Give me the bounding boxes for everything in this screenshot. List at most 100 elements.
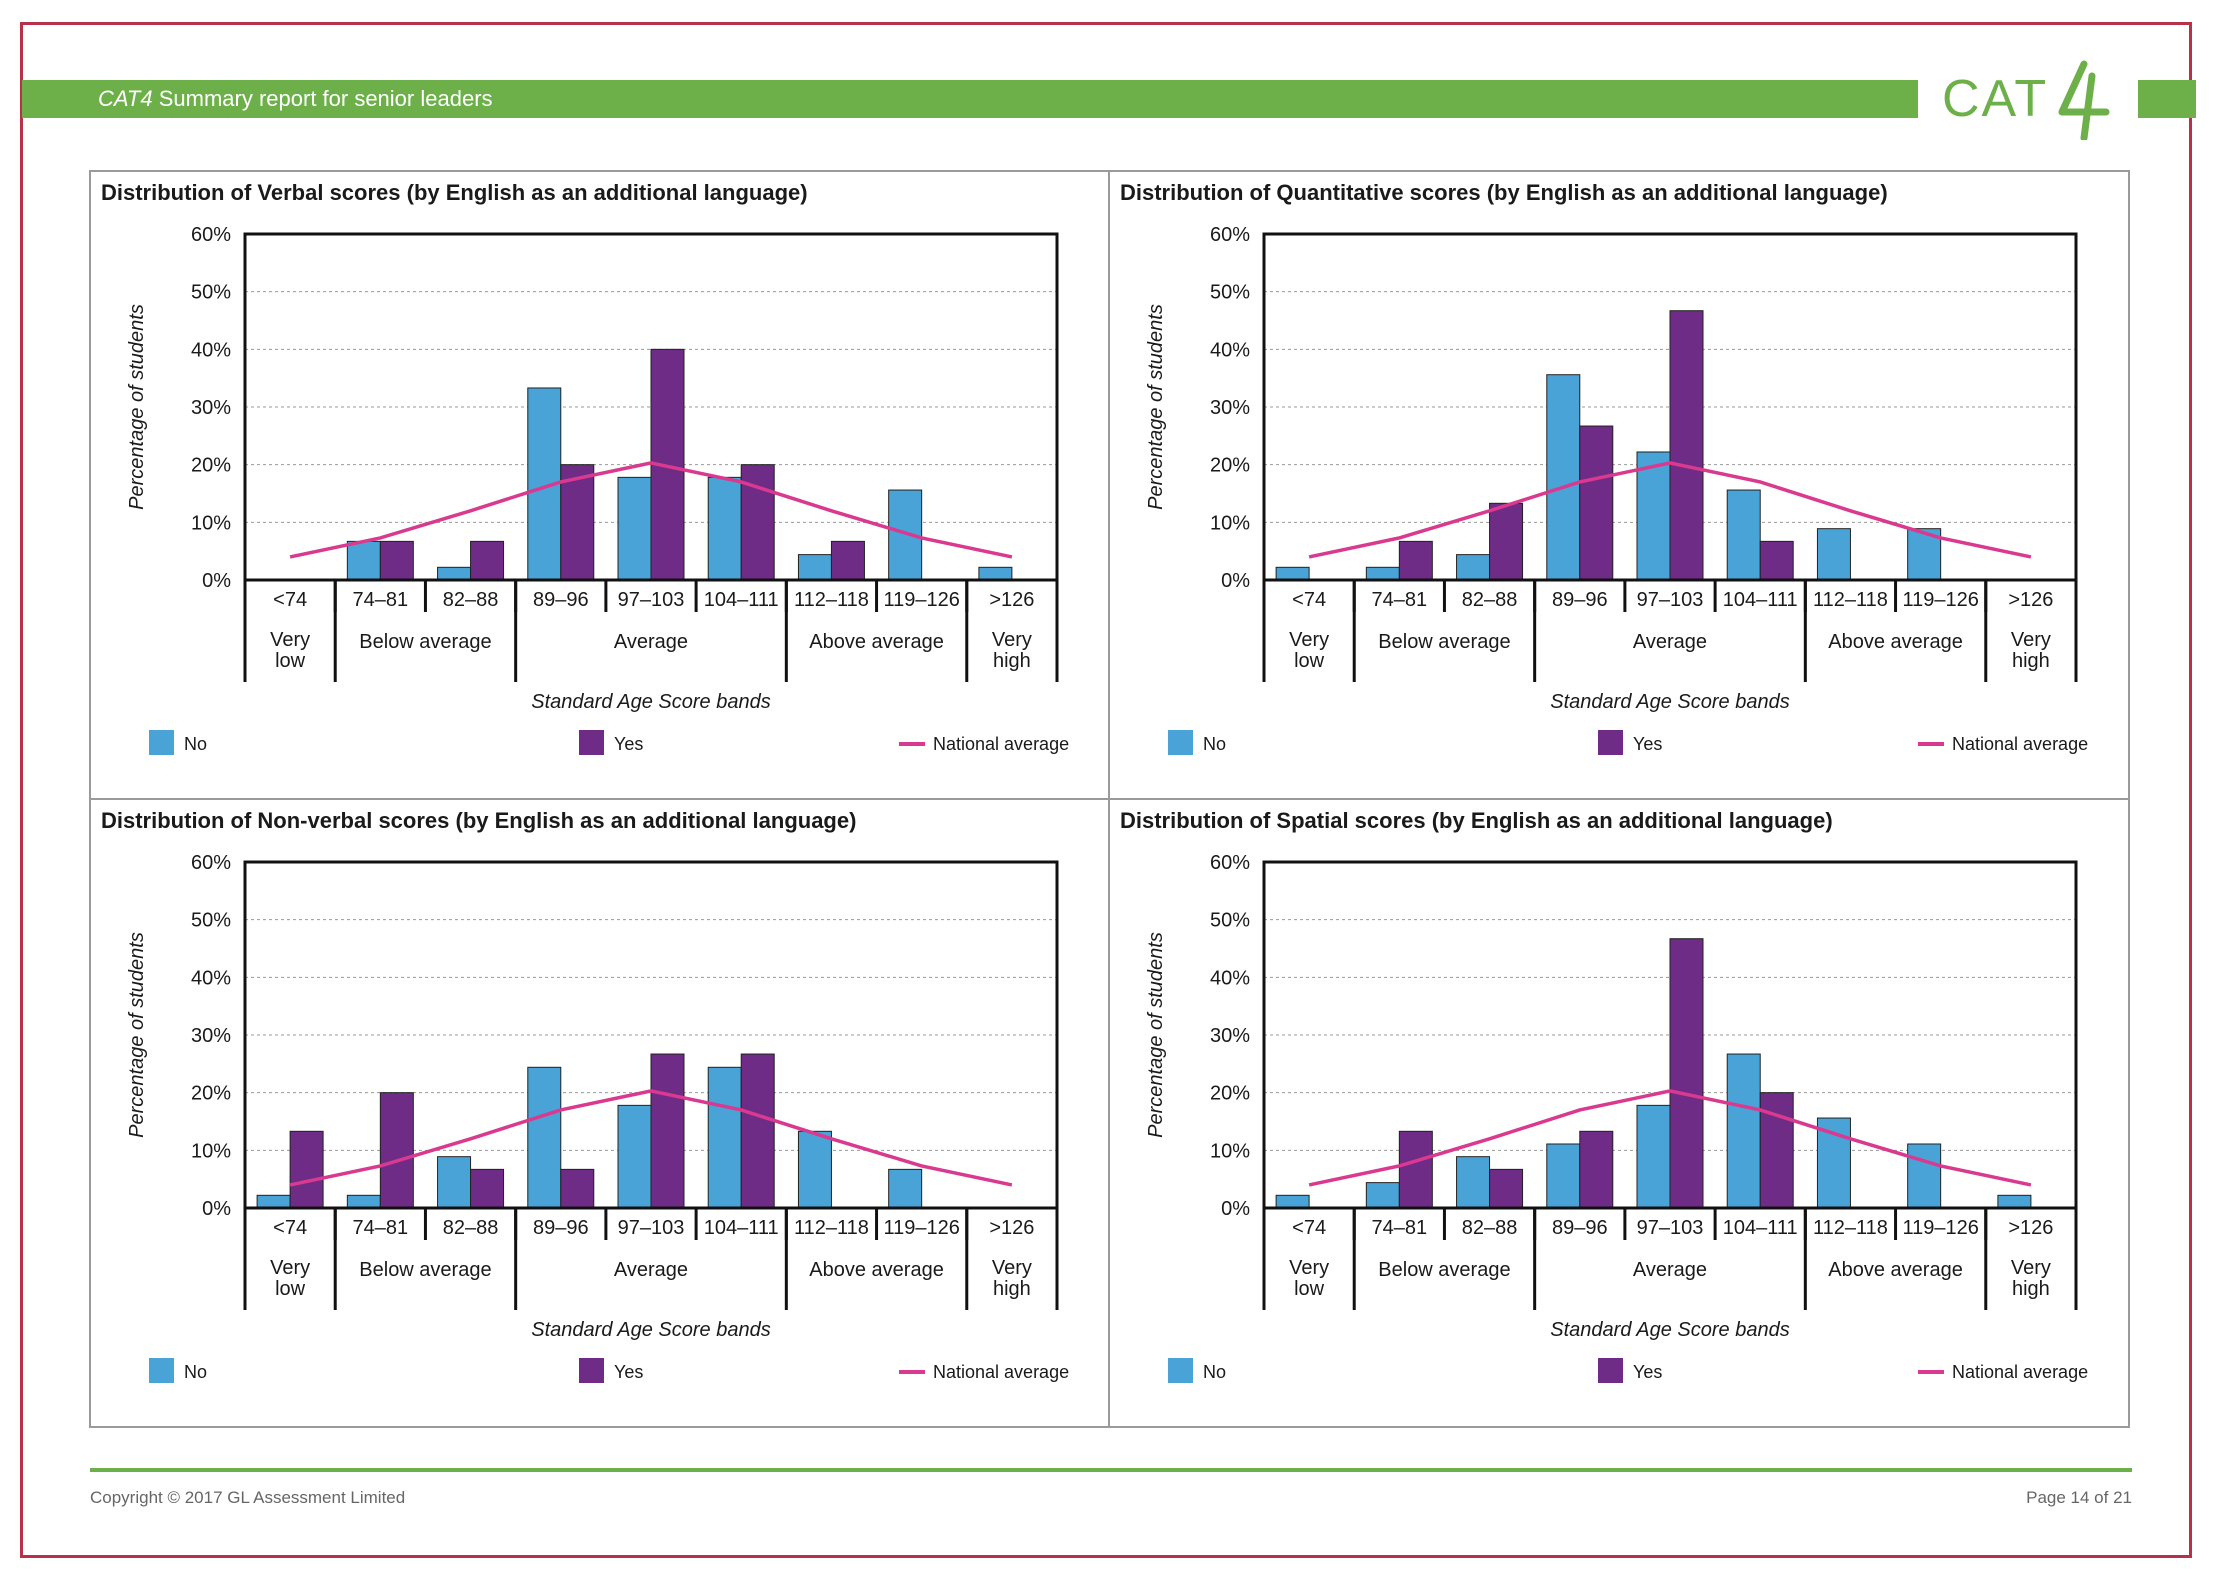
x-tick-label: >126 — [2008, 1217, 2053, 1239]
bar-no — [1636, 1104, 1671, 1209]
legend-label: No — [1203, 734, 1226, 754]
bar-yes — [289, 1130, 324, 1209]
x-tick-label: 89–96 — [1552, 589, 1608, 611]
y-axis-label: Percentage of students — [126, 304, 148, 510]
x-axis-label: Standard Age Score bands — [1550, 691, 1789, 713]
bar-no — [707, 476, 742, 581]
x-tick-label: 89–96 — [533, 1217, 589, 1239]
group-label: high — [993, 1278, 1031, 1300]
national-average-line — [1308, 1089, 2032, 1187]
y-tick-label: 50% — [191, 910, 231, 932]
x-axis-label: Standard Age Score bands — [531, 1319, 770, 1341]
legend-label: National average — [933, 734, 1069, 754]
bar-no — [617, 476, 652, 581]
x-tick-label: >126 — [2008, 589, 2053, 611]
y-tick-label: 20% — [1210, 455, 1250, 477]
x-tick-label: 82–88 — [1462, 589, 1518, 611]
x-tick-label: <74 — [273, 1217, 307, 1239]
group-label: Very — [1289, 1257, 1329, 1279]
legend-label: No — [184, 734, 207, 754]
chart-title: Distribution of Verbal scores (by Englis… — [101, 180, 808, 205]
legend-swatch-yes — [579, 730, 604, 755]
x-axis-label: Standard Age Score bands — [1550, 1319, 1789, 1341]
x-tick-label: <74 — [1292, 589, 1326, 611]
group-label: Average — [1633, 631, 1707, 653]
x-tick-label: 74–81 — [353, 589, 409, 611]
x-tick-label: 112–118 — [1813, 589, 1888, 611]
y-tick-label: 50% — [1210, 910, 1250, 932]
chart-verbal: 0% 10% 20% 30% 40% 50% 60% Percentage of studen… — [126, 224, 1069, 755]
legend-label: No — [184, 1362, 207, 1382]
group-label: Below average — [359, 1259, 491, 1281]
header-bar-end — [2138, 80, 2196, 118]
x-tick-label: >126 — [989, 1217, 1034, 1239]
y-tick-label: 0% — [202, 570, 231, 592]
x-tick-label: 97–103 — [618, 589, 685, 611]
x-tick-label: 74–81 — [1372, 1217, 1428, 1239]
bar-no — [1456, 554, 1491, 581]
y-tick-label: 30% — [1210, 1025, 1250, 1047]
x-tick-label: 82–88 — [443, 589, 499, 611]
legend-label: Yes — [614, 734, 643, 754]
group-label: Above average — [809, 631, 944, 653]
group-label: high — [2012, 650, 2050, 672]
bar-yes — [470, 1168, 505, 1209]
bar-no — [437, 566, 472, 581]
national-average-line — [1308, 461, 2032, 559]
bar-yes — [1759, 540, 1794, 581]
group-label: low — [275, 1278, 306, 1300]
group-label: low — [1294, 1278, 1325, 1300]
bar-yes — [740, 1053, 775, 1209]
y-tick-label: 40% — [191, 967, 231, 989]
group-label: Average — [614, 631, 688, 653]
bar-yes — [379, 1092, 414, 1209]
copyright-text: Copyright © 2017 GL Assessment Limited — [90, 1488, 406, 1507]
y-tick-label: 60% — [191, 852, 231, 874]
group-label: Very — [1289, 629, 1329, 651]
chart-title: Distribution of Spatial scores (by Engli… — [1120, 808, 1833, 833]
group-label: Below average — [1378, 1259, 1510, 1281]
bar-no — [1726, 489, 1761, 581]
bar-no — [527, 1066, 562, 1209]
bar-no — [1726, 1053, 1761, 1209]
chart-spatial: 0% 10% 20% 30% 40% 50% 60% Percentage of studen… — [1145, 852, 2088, 1383]
legend-label: Yes — [614, 1362, 643, 1382]
legend-swatch-no — [1168, 1358, 1193, 1383]
national-average-line — [289, 1089, 1013, 1187]
y-tick-label: 60% — [1210, 852, 1250, 874]
bar-no — [346, 1194, 381, 1209]
bar-yes — [470, 540, 505, 581]
chart-title: Distribution of Non-verbal scores (by En… — [101, 808, 857, 833]
x-tick-label: 97–103 — [618, 1217, 685, 1239]
bar-yes — [1489, 1168, 1524, 1209]
y-tick-label: 30% — [191, 397, 231, 419]
x-tick-label: <74 — [1292, 1217, 1326, 1239]
legend-label: National average — [1952, 734, 2088, 754]
footer-divider — [90, 1468, 2132, 1472]
legend-label: National average — [1952, 1362, 2088, 1382]
x-tick-label: 112–118 — [794, 589, 869, 611]
bar-no — [1816, 528, 1851, 581]
cat4-logo: CAT — [1942, 60, 2110, 140]
legend-swatch-yes — [1598, 1358, 1623, 1383]
chart-quantitative: 0% 10% 20% 30% 40% 50% 60% Percentage of studen… — [1145, 224, 2088, 755]
group-label: Very — [270, 1257, 310, 1279]
bar-yes — [1579, 425, 1614, 581]
bar-no — [437, 1156, 472, 1209]
group-label: Very — [270, 629, 310, 651]
bar-no — [1546, 374, 1581, 581]
chart-nonverbal: 0% 10% 20% 30% 40% 50% 60% Percentage of studen… — [126, 852, 1069, 1383]
x-tick-label: 104–111 — [1723, 589, 1798, 611]
y-axis-label: Percentage of students — [1145, 932, 1167, 1138]
x-tick-label: 74–81 — [353, 1217, 409, 1239]
y-axis-label: Percentage of students — [126, 932, 148, 1138]
legend-label: No — [1203, 1362, 1226, 1382]
bar-no — [797, 554, 832, 581]
bar-yes — [379, 540, 414, 581]
x-tick-label: 97–103 — [1637, 589, 1704, 611]
x-tick-label: <74 — [273, 589, 307, 611]
chart-title: Distribution of Quantitative scores (by … — [1120, 180, 1888, 205]
x-tick-label: 74–81 — [1372, 589, 1428, 611]
group-label: Very — [992, 1257, 1032, 1279]
y-axis-label: Percentage of students — [1145, 304, 1167, 510]
